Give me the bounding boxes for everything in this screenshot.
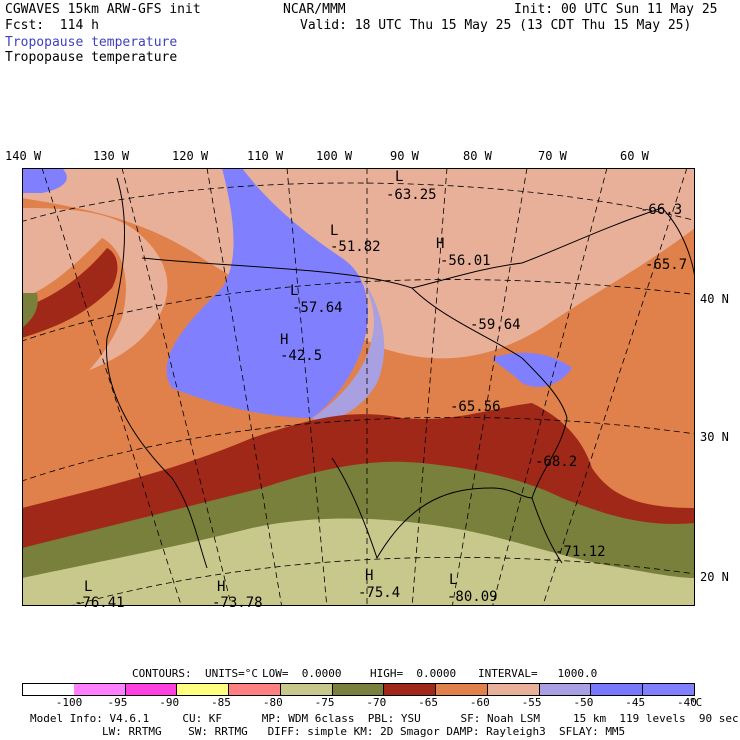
lon-label-80w: 80 W [463, 149, 492, 163]
color-scale-tick-label: -90 [159, 696, 180, 709]
band-minus-55-north [22, 168, 695, 359]
low-marker: L [449, 572, 458, 588]
contour-value: -71.12 [555, 544, 606, 560]
color-swatch [332, 683, 385, 696]
lon-label-90w: 90 W [390, 149, 419, 163]
high-value: -73.78 [212, 595, 263, 611]
color-swatch [539, 683, 592, 696]
high-marker: H [217, 579, 226, 595]
color-scale-tick-label: -95 [107, 696, 128, 709]
band-minus-70-west [22, 293, 38, 328]
high-marker: H [280, 332, 289, 348]
lat-label-20n: 20 N [700, 570, 729, 584]
contour-value: -65.7 [645, 257, 688, 273]
low-value: -80.09 [447, 589, 498, 605]
init-time: Init: 00 UTC Sun 11 May 25 [514, 2, 718, 17]
color-scale-tick-label: -85 [211, 696, 231, 709]
color-swatch [384, 683, 437, 696]
low-value: -63.25 [386, 187, 437, 203]
color-scale-tick-label: -50 [573, 696, 594, 709]
low-marker: L [84, 579, 93, 595]
color-swatch [177, 683, 230, 696]
color-scale-unit: °C [689, 696, 703, 709]
color-scale-tick-label: -60 [469, 696, 490, 709]
lon-label-70w: 70 W [538, 149, 567, 163]
model-title: CGWAVES 15km ARW-GFS init [5, 2, 201, 17]
color-swatch [22, 683, 75, 696]
low-marker: L [290, 283, 299, 299]
low-value: -57.64 [292, 300, 343, 316]
color-swatch [280, 683, 333, 696]
color-swatch [591, 683, 644, 696]
color-scale-tick-label: -100 [55, 696, 83, 709]
lat-label-40n: 40 N [700, 292, 729, 306]
valid-time: Valid: 18 UTC Thu 15 May 25 (13 CDT Thu … [300, 18, 692, 33]
contour-units: UNITS=°C [205, 667, 258, 680]
color-scale-tick-label: -80 [262, 696, 283, 709]
contour-interval: INTERVAL= 1000.0 [478, 667, 598, 680]
lat-label-30n: 30 N [700, 430, 729, 444]
high-value: -56.01 [440, 253, 491, 269]
contour-value: -66.3 [640, 202, 683, 218]
color-scale-tick-label: -70 [366, 696, 387, 709]
color-swatch [73, 683, 126, 696]
contour-value: -68.2 [535, 454, 578, 470]
color-swatch [643, 683, 695, 696]
lon-label-120w: 120 W [172, 149, 209, 163]
model-info-line2: LW: RRTMG SW: RRTMG DIFF: simple KM: 2D … [102, 725, 626, 738]
band-minus-75-south [22, 518, 695, 606]
color-scale-tick-label: -45 [625, 696, 646, 709]
low-value: -51.82 [330, 239, 381, 255]
high-value: -75.4 [358, 585, 401, 601]
lon-label-130w: 130 W [93, 149, 130, 163]
contour-value: -65.56 [450, 399, 501, 415]
lon-label-110w: 110 W [247, 149, 284, 163]
high-marker: H [436, 236, 445, 252]
low-value: -76.41 [74, 595, 125, 611]
color-swatch [487, 683, 540, 696]
model-info-line1: Model Info: V4.6.1 CU: KF MP: WDM 6class… [30, 712, 739, 725]
band-minus-45-nw [22, 168, 67, 193]
high-marker: H [365, 568, 374, 584]
band-minus-45-central [166, 168, 368, 418]
band-minus-50-central [312, 278, 385, 423]
lon-label-100w: 100 W [316, 149, 353, 163]
high-value: -42.5 [280, 348, 323, 364]
contours-label: CONTOURS: [132, 667, 192, 680]
color-scale-tick-label: -65 [418, 696, 439, 709]
field-title-shaded: Tropopause temperature [5, 35, 178, 50]
contour-value: -59.64 [470, 317, 521, 333]
field-title-contour: Tropopause temperature [5, 50, 178, 65]
forecast-hour: Fcst: 114 h [5, 18, 99, 33]
lon-label-140w: 140 W [5, 149, 42, 163]
low-marker: L [395, 169, 404, 185]
tropopause-temperature-map [22, 168, 695, 606]
color-scale-tick-label: -55 [521, 696, 542, 709]
color-scale-tick-label: -40 [677, 696, 697, 709]
graticule [22, 168, 695, 606]
lon-label-60w: 60 W [620, 149, 649, 163]
contour-low: LOW= 0.0000 [262, 667, 342, 680]
color-scale-tick-label: -75 [314, 696, 335, 709]
color-swatch [125, 683, 178, 696]
political-boundaries [105, 177, 695, 569]
color-swatch [229, 683, 281, 696]
band-minus-45-east [492, 352, 572, 388]
color-swatch [436, 683, 488, 696]
band-minus-65-west [22, 248, 118, 338]
low-marker: L [330, 223, 339, 239]
institution: NCAR/MMM [283, 2, 346, 17]
contour-high: HIGH= 0.0000 [370, 667, 457, 680]
